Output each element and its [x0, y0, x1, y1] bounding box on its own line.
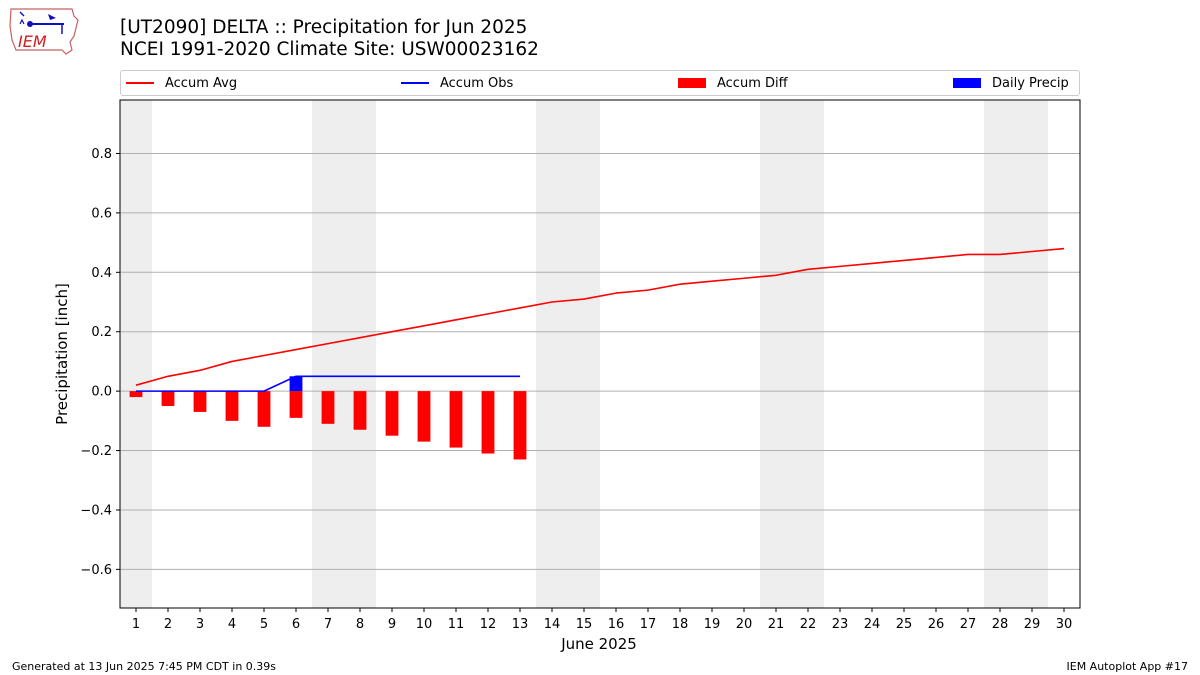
- accum-diff-bar: [225, 391, 239, 421]
- weekend-band-day-7: [312, 100, 344, 608]
- x-tick-label: 29: [1024, 617, 1041, 632]
- grid-lines: [120, 152, 1080, 570]
- legend-item-daily-precip: Daily Precip: [953, 71, 1069, 95]
- accum-diff-bar: [289, 391, 303, 418]
- accum-diff-bar: [385, 391, 399, 436]
- accum-diff-bar: [353, 391, 367, 430]
- legend-item-accum-avg: Accum Avg: [126, 71, 237, 95]
- y-axis-label: Precipitation [inch]: [53, 283, 71, 425]
- x-tick-label: 15: [576, 617, 593, 632]
- y-tick-label: 0.8: [91, 147, 112, 162]
- x-tick-label: 16: [608, 617, 625, 632]
- logo-text: IEM: [18, 32, 47, 51]
- x-tick-label: 11: [448, 617, 465, 632]
- x-tick-label: 18: [672, 617, 689, 632]
- legend: Accum Avg Accum Obs Accum Diff Daily Pre…: [120, 70, 1080, 96]
- x-tick-label: 1: [132, 617, 140, 632]
- x-tick-label: 21: [768, 617, 785, 632]
- footer-app: IEM Autoplot App #17: [1066, 660, 1189, 673]
- x-tick-label: 27: [960, 617, 977, 632]
- x-tick-label: 3: [196, 617, 204, 632]
- plot-frame: [119, 99, 1081, 609]
- legend-swatch-accum-obs: [401, 82, 429, 84]
- accum-diff-bar: [417, 391, 431, 442]
- accum-diff-bar: [513, 391, 527, 460]
- y-tick-label: 0.0: [91, 385, 112, 400]
- weekend-band-day-22: [792, 100, 824, 608]
- x-tick-label: 5: [260, 617, 268, 632]
- legend-item-accum-obs: Accum Obs: [401, 71, 513, 95]
- x-tick-label: 7: [324, 617, 332, 632]
- x-tick-label: 2: [164, 617, 172, 632]
- footer-generated: Generated at 13 Jun 2025 7:45 PM CDT in …: [12, 660, 277, 673]
- bars: [129, 376, 527, 460]
- y-tick-label: −0.2: [80, 444, 112, 459]
- y-axis: −0.6 −0.4 −0.2 0.0 0.2 0.4 0.6 0.8: [80, 147, 120, 578]
- y-tick-label: 0.2: [91, 325, 112, 340]
- y-tick-label: 0.4: [91, 266, 112, 281]
- y-tick-label: 0.6: [91, 206, 112, 221]
- x-axis: 1 2 3 4 5 6 7 8 9 10 11 12 13 14 15 16 17 18 19 20 21 22 23 24 2…: [132, 608, 1072, 632]
- x-tick-label: 28: [992, 617, 1009, 632]
- x-tick-label: 23: [832, 617, 849, 632]
- legend-label-accum-diff: Accum Diff: [717, 75, 788, 91]
- legend-swatch-accum-diff: [678, 78, 706, 88]
- accum-diff-bar: [129, 391, 143, 398]
- title-line-2: NCEI 1991-2020 Climate Site: USW00023162: [120, 39, 539, 60]
- x-tick-label: 14: [544, 617, 561, 632]
- legend-label-daily-precip: Daily Precip: [992, 75, 1069, 91]
- x-tick-label: 9: [388, 617, 396, 632]
- x-tick-label: 4: [228, 617, 236, 632]
- legend-swatch-accum-avg: [126, 82, 154, 84]
- x-tick-label: 19: [704, 617, 721, 632]
- title-line-1: [UT2090] DELTA :: Precipitation for Jun …: [120, 17, 528, 38]
- accum-diff-bar: [193, 391, 207, 412]
- accum-avg-line: [135, 247, 1065, 386]
- iem-logo: IEM: [8, 6, 80, 62]
- legend-label-accum-obs: Accum Obs: [440, 75, 514, 91]
- accum-diff-bar: [161, 391, 175, 406]
- weekend-band-day-28: [984, 100, 1016, 608]
- series-lines: [135, 247, 1065, 392]
- x-tick-label: 22: [800, 617, 817, 632]
- daily-precip-bar: [289, 376, 303, 392]
- x-tick-label: 20: [736, 617, 753, 632]
- weekend-band-day-29: [1016, 100, 1048, 608]
- weekend-band-day-1: [120, 100, 152, 608]
- x-tick-label: 12: [480, 617, 497, 632]
- legend-label-accum-avg: Accum Avg: [165, 75, 238, 91]
- accum-diff-bar: [481, 391, 495, 454]
- accum-diff-bar: [321, 391, 335, 424]
- y-tick-label: −0.4: [80, 503, 112, 518]
- y-tick-label: −0.6: [80, 563, 112, 578]
- weekend-band-day-8: [344, 100, 376, 608]
- legend-swatch-daily-precip: [953, 78, 981, 88]
- x-tick-label: 6: [292, 617, 300, 632]
- accum-obs-line: [136, 375, 520, 392]
- x-tick-label: 25: [896, 617, 913, 632]
- x-tick-label: 26: [928, 617, 945, 632]
- x-tick-label: 30: [1056, 617, 1073, 632]
- x-tick-label: 8: [356, 617, 364, 632]
- accum-diff-bar: [257, 391, 271, 427]
- weekend-shading: [120, 100, 1048, 608]
- chart-title: [UT2090] DELTA :: Precipitation for Jun …: [120, 17, 539, 61]
- x-tick-label: 13: [512, 617, 529, 632]
- weekend-band-day-21: [760, 100, 792, 608]
- weekend-band-day-15: [568, 100, 600, 608]
- x-tick-label: 10: [416, 617, 433, 632]
- legend-item-accum-diff: Accum Diff: [678, 71, 788, 95]
- accum-diff-bar: [449, 391, 463, 448]
- x-axis-label: June 2025: [560, 635, 637, 653]
- x-tick-label: 17: [640, 617, 657, 632]
- weekend-band-day-14: [536, 100, 568, 608]
- x-tick-label: 24: [864, 617, 881, 632]
